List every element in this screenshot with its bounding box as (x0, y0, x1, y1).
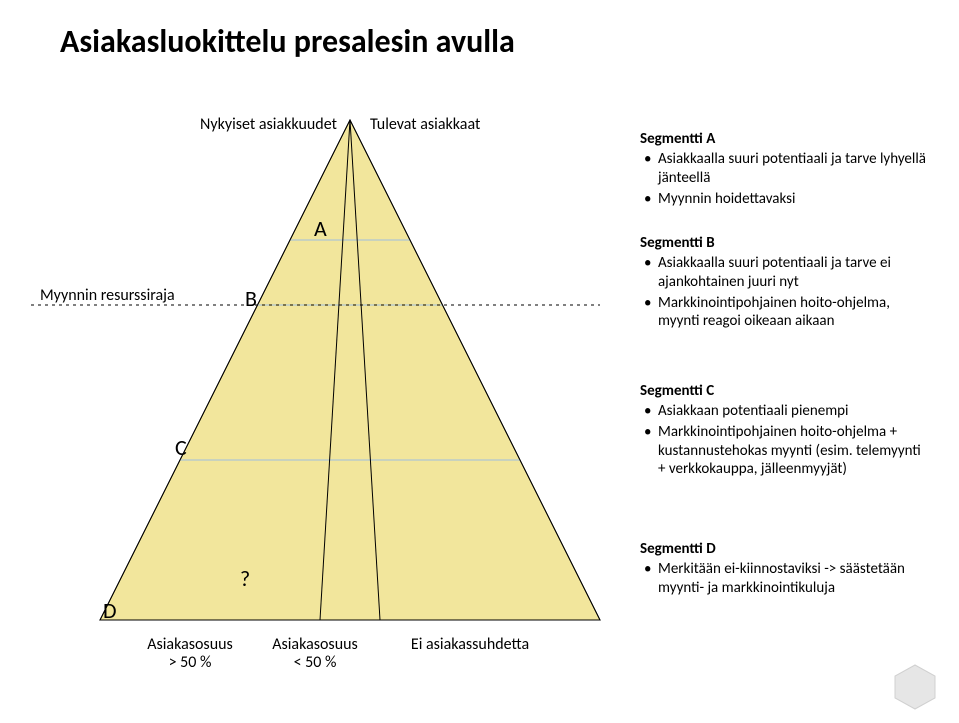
segment-a-list: Asiakkaalla suuri potentiaali ja tarve l… (640, 150, 930, 208)
pyramid-svg: A B C D? (30, 90, 630, 690)
svg-text:?: ? (240, 565, 250, 592)
resource-limit-label: Myynnin resurssiraja (40, 286, 175, 305)
segment-c-list: Asiakkaan potentiaali pienempi Markkinoi… (640, 402, 930, 479)
segment-d-block: Segmentti D Merkitään ei-kiinnostaviksi … (640, 540, 930, 600)
segment-d-list: Merkitään ei-kiinnostaviksi -> säästetää… (640, 560, 930, 598)
segment-c-title: Segmentti C (640, 382, 930, 400)
top-label-right: Tulevat asiakkaat (370, 115, 480, 134)
segment-b-list: Asiakkaalla suuri potentiaali ja tarve e… (640, 254, 930, 331)
segment-b-block: Segmentti B Asiakkaalla suuri potentiaal… (640, 234, 930, 333)
segment-b-title: Segmentti B (640, 234, 930, 252)
svg-text:D: D (103, 597, 117, 624)
list-item: Markkinointipohjainen hoito-ohjelma, myy… (658, 294, 930, 332)
hexagon-icon (891, 663, 939, 711)
svg-text:C: C (175, 434, 187, 461)
list-item: Asiakkaalla suuri potentiaali ja tarve l… (658, 150, 930, 188)
segment-d-title: Segmentti D (640, 540, 930, 558)
segment-a-block: Segmentti A Asiakkaalla suuri potentiaal… (640, 130, 930, 210)
list-item: Markkinointipohjainen hoito-ohjelma + ku… (658, 423, 930, 479)
svg-text:A: A (314, 215, 327, 242)
bottom-label-0-line2: > 50 % (169, 653, 212, 672)
segment-a-title: Segmentti A (640, 130, 930, 148)
slide-root: Asiakasluokittelu presalesin avulla A B C D… (0, 0, 959, 723)
list-item: Myynnin hoidettavaksi (658, 190, 930, 209)
list-item: Asiakkaan potentiaali pienempi (658, 402, 930, 421)
bottom-label-1-line1: Asiakasosuus (272, 635, 358, 654)
bottom-label-1: Asiakasosuus < 50 % (235, 636, 395, 673)
bottom-label-0-line1: Asiakasosuus (147, 635, 233, 654)
svg-text:B: B (245, 285, 257, 312)
segment-c-block: Segmentti C Asiakkaan potentiaali pienem… (640, 382, 930, 481)
top-label-left: Nykyiset asiakkuudet (200, 115, 337, 134)
bottom-label-2-line1: Ei asiakassuhdetta (411, 635, 529, 654)
bottom-label-1-line2: < 50 % (294, 653, 337, 672)
bottom-label-2: Ei asiakassuhdetta (390, 636, 550, 654)
list-item: Asiakkaalla suuri potentiaali ja tarve e… (658, 254, 930, 292)
list-item: Merkitään ei-kiinnostaviksi -> säästetää… (658, 560, 930, 598)
slide-title: Asiakasluokittelu presalesin avulla (60, 22, 515, 61)
